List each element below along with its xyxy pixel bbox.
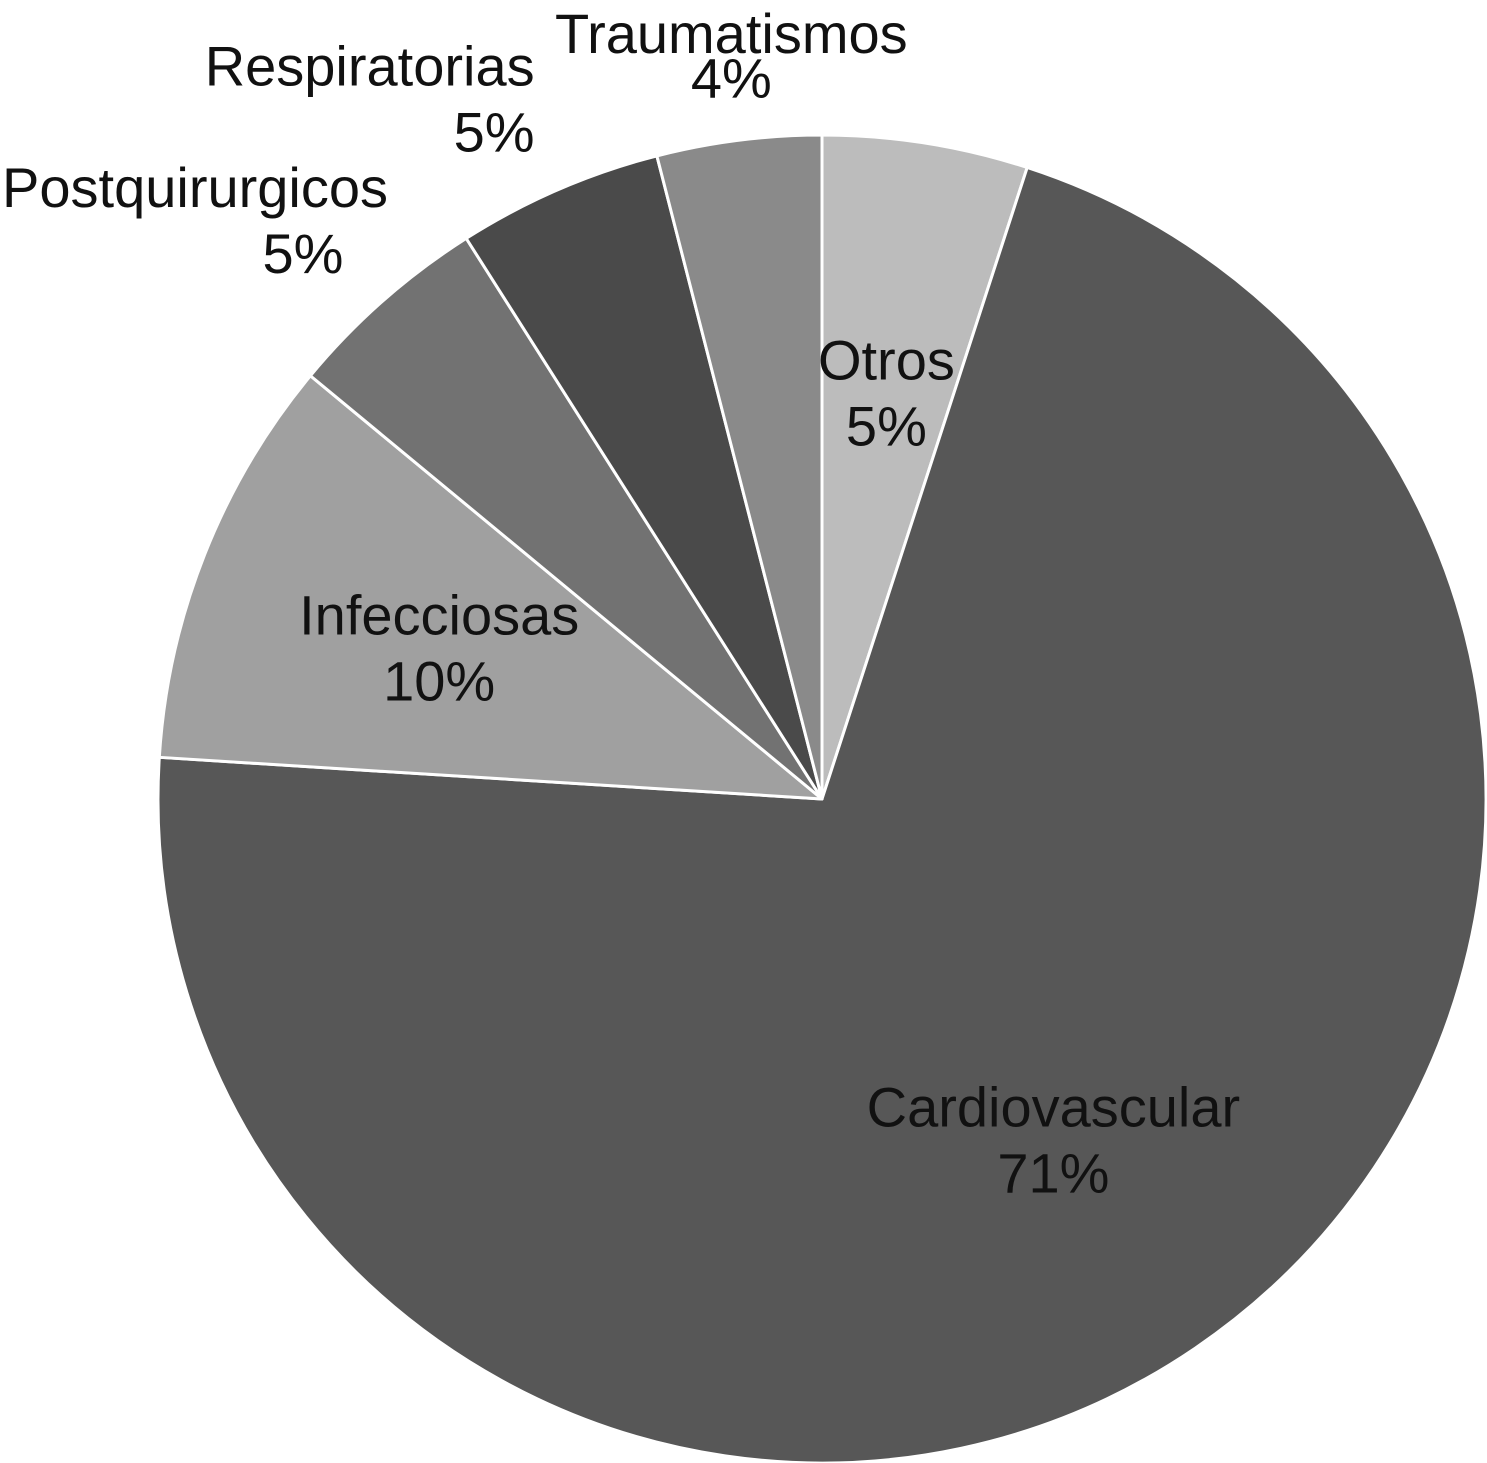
slice-label-cardiovascular: Cardiovascular (867, 1076, 1241, 1139)
pie-slice-infecciosas (157, 374, 824, 801)
pie-labels: Otros5%Cardiovascular71%Infecciosas10%Po… (2, 2, 1240, 1205)
slice-percent-traumatismos: 4% (691, 47, 772, 110)
pie-slice-otros (820, 133, 1029, 801)
slice-label-otros: Otros (818, 328, 955, 391)
pie-slice-postquirurgicos (308, 236, 824, 801)
slice-label-traumatismos: Traumatismos (555, 2, 908, 65)
slice-percent-postquirurgicos: 5% (262, 222, 343, 285)
slice-label-postquirurgicos: Postquirurgicos (2, 156, 388, 219)
slice-percent-cardiovascular: 71% (997, 1142, 1109, 1205)
slice-percent-infecciosas: 10% (383, 650, 495, 713)
slice-label-infecciosas: Infecciosas (299, 584, 579, 647)
pie-slice-cardiovascular (156, 166, 1487, 1463)
pie-slice-respiratorias (464, 154, 824, 801)
slice-label-respiratorias: Respiratorias (205, 35, 535, 98)
slice-percent-respiratorias: 5% (454, 101, 535, 164)
pie-slices (156, 133, 1487, 1463)
slice-percent-otros: 5% (846, 394, 927, 457)
pie-slice-traumatismos (655, 133, 824, 801)
